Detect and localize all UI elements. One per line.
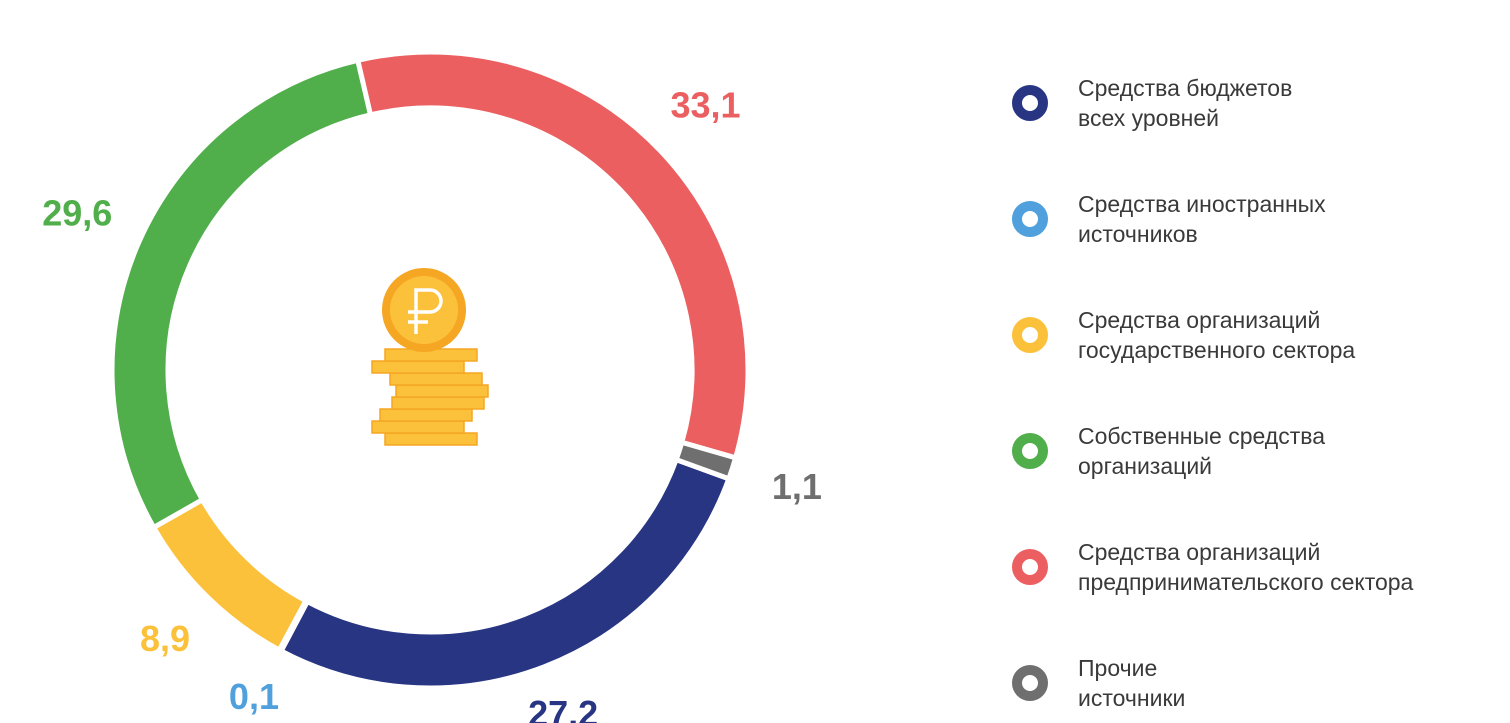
legend-marker [1012, 433, 1048, 469]
coin-icon [371, 268, 489, 446]
legend-label: Средства организаций государственного се… [1078, 307, 1356, 363]
legend-label: Средства организаций предпринимательског… [1078, 539, 1414, 595]
donut: 27,2 0,1 8,9 29,6 33,1 1,1 [42, 49, 822, 723]
donut-segment [109, 57, 374, 531]
donut-segment [672, 439, 739, 482]
legend-marker [1012, 201, 1048, 237]
value-label: 8,9 [140, 618, 190, 659]
legend-marker [1012, 549, 1048, 585]
legend-marker [1012, 85, 1048, 121]
value-label: 33,1 [671, 85, 741, 126]
legend-label: Средства иностранных источников [1078, 191, 1326, 247]
legend-label: Средства бюджетов всех уровней [1078, 75, 1293, 131]
legend-label: Прочие источники [1078, 655, 1186, 711]
legend-marker [1012, 317, 1048, 353]
value-label: 27,2 [528, 693, 598, 723]
donut-segment [277, 456, 733, 691]
value-label: 29,6 [42, 192, 112, 233]
legend-label: Собственные средства организаций [1078, 423, 1326, 479]
value-label: 1,1 [772, 466, 822, 507]
value-label: 0,1 [229, 676, 279, 717]
legend-marker [1012, 665, 1048, 701]
